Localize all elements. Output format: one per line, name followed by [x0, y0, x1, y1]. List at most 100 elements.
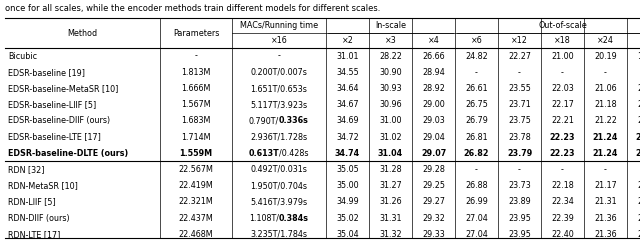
Text: 1.651T/0.653s: 1.651T/0.653s	[251, 84, 307, 93]
Text: RDN-MetaSR [10]: RDN-MetaSR [10]	[8, 181, 78, 190]
Text: 34.67: 34.67	[336, 100, 359, 109]
Text: 22.18: 22.18	[551, 181, 574, 190]
Text: 20.52: 20.52	[637, 116, 640, 125]
Text: 1.666M: 1.666M	[181, 84, 211, 93]
Text: 30.96: 30.96	[379, 100, 402, 109]
Text: 5.117T/3.923s: 5.117T/3.923s	[250, 100, 308, 109]
Text: 2.936T/1.728s: 2.936T/1.728s	[250, 133, 308, 142]
Text: 1.813M: 1.813M	[181, 68, 211, 77]
Text: 23.71: 23.71	[508, 100, 531, 109]
Text: 22.419M: 22.419M	[179, 181, 213, 190]
Text: 30.93: 30.93	[379, 84, 402, 93]
Text: 29.32: 29.32	[422, 214, 445, 223]
Text: 29.25: 29.25	[422, 181, 445, 190]
Text: EDSR-baseline-DIIF (ours): EDSR-baseline-DIIF (ours)	[8, 116, 110, 125]
Text: 20.53: 20.53	[636, 133, 640, 142]
Text: 1.950T/0.704s: 1.950T/0.704s	[250, 181, 307, 190]
Text: -: -	[278, 52, 280, 60]
Text: 22.468M: 22.468M	[179, 230, 213, 239]
Text: 35.00: 35.00	[336, 181, 359, 190]
Text: 26.66: 26.66	[422, 52, 445, 60]
Text: 29.33: 29.33	[422, 230, 445, 239]
Text: 21.00: 21.00	[551, 52, 574, 60]
Text: 21.31: 21.31	[594, 197, 617, 206]
Text: 31.27: 31.27	[379, 181, 402, 190]
Text: once for all scales, while the encoder methods train different models for differ: once for all scales, while the encoder m…	[5, 4, 380, 13]
Text: 20.37: 20.37	[637, 84, 640, 93]
Text: 0.336s: 0.336s	[279, 116, 309, 125]
Text: RDN-LIIF [5]: RDN-LIIF [5]	[8, 197, 56, 206]
Text: 22.03: 22.03	[551, 84, 574, 93]
Text: 23.95: 23.95	[508, 214, 531, 223]
Text: 31.02: 31.02	[379, 133, 402, 142]
Text: 22.567M: 22.567M	[179, 165, 213, 174]
Text: 23.79: 23.79	[507, 149, 532, 158]
Text: -: -	[561, 68, 564, 77]
Text: In-scale: In-scale	[375, 21, 406, 30]
Text: EDSR-baseline-MetaSR [10]: EDSR-baseline-MetaSR [10]	[8, 84, 118, 93]
Text: 34.74: 34.74	[335, 149, 360, 158]
Text: 21.22: 21.22	[594, 116, 617, 125]
Text: 19.59: 19.59	[637, 52, 640, 60]
Text: ×2: ×2	[342, 36, 353, 45]
Text: 31.01: 31.01	[336, 52, 359, 60]
Text: 34.55: 34.55	[336, 68, 359, 77]
Text: 26.82: 26.82	[464, 149, 489, 158]
Text: ×6: ×6	[470, 36, 483, 45]
Text: 22.27: 22.27	[508, 52, 531, 60]
Text: 23.78: 23.78	[508, 133, 531, 142]
Text: EDSR-baseline-LIIF [5]: EDSR-baseline-LIIF [5]	[8, 100, 96, 109]
Text: 31.26: 31.26	[379, 197, 402, 206]
Text: 20.64: 20.64	[637, 214, 640, 223]
Text: RDN [32]: RDN [32]	[8, 165, 45, 174]
Text: ×12: ×12	[511, 36, 528, 45]
Text: Out-of-scale: Out-of-scale	[538, 21, 587, 30]
Text: 1.108T/: 1.108T/	[249, 214, 279, 223]
Text: 22.40: 22.40	[551, 230, 574, 239]
Text: ×4: ×4	[428, 36, 440, 45]
Text: -: -	[518, 165, 521, 174]
Text: 22.17: 22.17	[551, 100, 574, 109]
Text: MACs/Running time: MACs/Running time	[240, 21, 318, 30]
Text: 20.64: 20.64	[637, 230, 640, 239]
Text: 29.04: 29.04	[422, 133, 445, 142]
Text: ×24: ×24	[597, 36, 614, 45]
Text: 0.492T/0.031s: 0.492T/0.031s	[251, 165, 307, 174]
Text: /0.428s: /0.428s	[279, 149, 308, 158]
Text: 28.92: 28.92	[422, 84, 445, 93]
Text: 29.03: 29.03	[422, 116, 445, 125]
Text: 0.790T/: 0.790T/	[249, 116, 279, 125]
Text: 21.06: 21.06	[594, 84, 617, 93]
Text: 26.75: 26.75	[465, 100, 488, 109]
Text: 23.89: 23.89	[508, 197, 531, 206]
Text: 21.36: 21.36	[594, 230, 617, 239]
Text: 0.384s: 0.384s	[279, 214, 309, 223]
Text: 26.81: 26.81	[465, 133, 488, 142]
Text: 34.99: 34.99	[336, 197, 359, 206]
Text: 23.73: 23.73	[508, 181, 531, 190]
Text: 30.90: 30.90	[379, 68, 402, 77]
Text: 27.04: 27.04	[465, 214, 488, 223]
Text: 20.48: 20.48	[637, 100, 640, 109]
Text: 26.79: 26.79	[465, 116, 488, 125]
Text: 21.36: 21.36	[594, 214, 617, 223]
Text: 23.55: 23.55	[508, 84, 531, 93]
Text: 28.22: 28.22	[379, 52, 402, 60]
Text: 31.04: 31.04	[378, 149, 403, 158]
Text: 22.437M: 22.437M	[179, 214, 213, 223]
Text: 28.94: 28.94	[422, 68, 445, 77]
Text: 22.34: 22.34	[551, 197, 574, 206]
Text: Parameters: Parameters	[173, 28, 219, 38]
Text: 1.559M: 1.559M	[179, 149, 212, 158]
Text: ×3: ×3	[385, 36, 396, 45]
Text: 34.64: 34.64	[336, 84, 359, 93]
Text: 0.200T/0.007s: 0.200T/0.007s	[251, 68, 307, 77]
Text: -: -	[475, 165, 478, 174]
Text: 29.27: 29.27	[422, 197, 445, 206]
Text: 5.416T/3.979s: 5.416T/3.979s	[250, 197, 308, 206]
Text: -: -	[195, 52, 197, 60]
Text: ×16: ×16	[271, 36, 287, 45]
Text: 22.23: 22.23	[550, 149, 575, 158]
Text: 31.00: 31.00	[380, 116, 402, 125]
Text: 29.07: 29.07	[421, 149, 446, 158]
